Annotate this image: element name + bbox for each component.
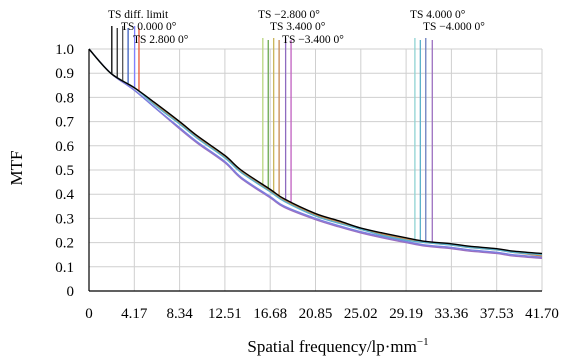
x-tick-label: 41.70 (525, 306, 559, 322)
series-line (88, 48, 543, 256)
legend-label: TS 0.000 0° (121, 21, 177, 33)
y-tick-label: 0.6 (55, 139, 74, 155)
x-tick-label: 20.85 (299, 306, 333, 322)
legend-label: TS −4.000 0° (423, 21, 485, 33)
x-tick-label: 25.02 (344, 306, 378, 322)
y-tick-label: 0.4 (55, 187, 74, 203)
series-lines (88, 48, 543, 260)
x-axis-title: Spatial frequency/lp·mm−1 (247, 336, 428, 356)
x-tick-label: 37.53 (480, 306, 514, 322)
legend-label: TS 3.400 0° (270, 21, 326, 33)
series-line (88, 48, 543, 258)
x-axis-title-superscript: −1 (417, 336, 429, 348)
x-tick-label: 29.19 (389, 306, 423, 322)
x-tick-label: 8.34 (166, 306, 193, 322)
axes (88, 49, 542, 292)
legend-label: TS −3.400 0° (282, 34, 344, 46)
y-tick-label: 0.5 (55, 163, 74, 179)
y-axis-title: MTF (7, 151, 26, 186)
y-tick-label: 1.0 (55, 42, 74, 58)
x-tick-label: 4.17 (121, 306, 148, 322)
grid (89, 48, 543, 291)
y-tick-label: 0.9 (55, 66, 74, 82)
y-tick-label: 0.3 (55, 211, 74, 227)
legend-label: TS diff. limit (108, 9, 169, 21)
y-tick-label: 0.8 (55, 90, 74, 106)
y-tick-label: 0.2 (55, 236, 74, 252)
series-line (88, 48, 543, 255)
legend-label: TS −2.800 0° (258, 9, 320, 21)
tick-labels: 0 4.17 8.34 12.51 16.68 20.85 25.02 29.19 33.36 3… (55, 42, 559, 322)
x-tick-label: 12.51 (208, 306, 242, 322)
legend-label: TS 2.800 0° (133, 34, 189, 46)
x-tick-label: 16.68 (253, 306, 287, 322)
x-tick-label: 0 (85, 306, 93, 322)
legend-label: TS 4.000 0° (410, 9, 466, 21)
x-axis-title-text: Spatial frequency/lp·mm (247, 337, 416, 356)
x-tick-label: 33.36 (435, 306, 469, 322)
legend-markers (111, 26, 433, 243)
y-tick-label: 0.1 (55, 260, 74, 276)
y-tick-label: 0.7 (55, 115, 74, 131)
y-tick-label: 0 (67, 284, 75, 300)
